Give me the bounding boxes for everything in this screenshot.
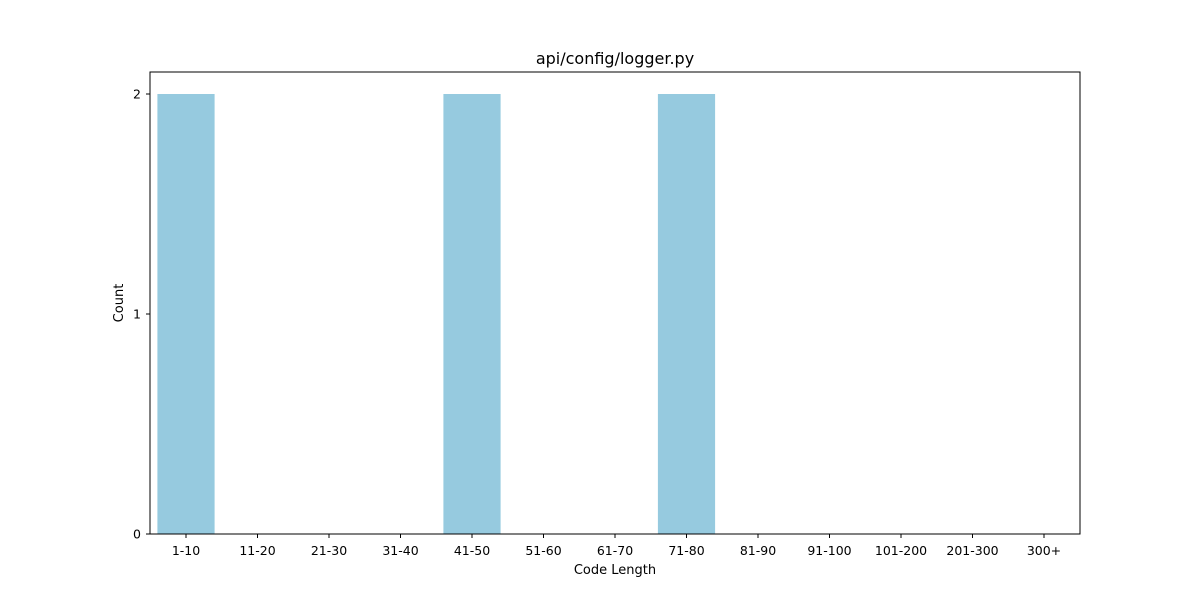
x-tick-label: 81-90 xyxy=(740,543,776,558)
x-tick-label: 11-20 xyxy=(239,543,275,558)
x-tick-label: 101-200 xyxy=(875,543,927,558)
y-tick-label: 0 xyxy=(133,527,141,542)
x-axis-ticks: 1-10 11-20 21-30 31-40 41-50 51-60 61-70 71-80 8… xyxy=(172,534,1061,558)
bar-71-80 xyxy=(657,94,716,534)
x-tick-label: 41-50 xyxy=(454,543,490,558)
bar-1-10 xyxy=(157,94,215,534)
x-tick-label: 1-10 xyxy=(172,543,200,558)
x-tick-label: 91-100 xyxy=(807,543,851,558)
y-tick-label: 2 xyxy=(133,87,141,102)
bars-layer xyxy=(157,94,716,534)
x-tick-label: 51-60 xyxy=(525,543,561,558)
x-tick-label: 71-80 xyxy=(668,543,704,558)
x-tick-label: 201-300 xyxy=(946,543,998,558)
x-tick-label: 21-30 xyxy=(311,543,347,558)
x-tick-label: 300+ xyxy=(1027,543,1061,558)
plot-frame xyxy=(149,71,1081,535)
y-tick-label: 1 xyxy=(133,307,141,322)
chart-title: api/config/logger.py xyxy=(536,49,694,68)
bar-41-50 xyxy=(443,94,501,534)
x-tick-label: 61-70 xyxy=(597,543,633,558)
x-axis-label: Code Length xyxy=(574,563,656,578)
y-axis-ticks: 0 1 2 xyxy=(133,87,150,542)
x-tick-label: 31-40 xyxy=(382,543,418,558)
y-axis-label: Count xyxy=(112,284,127,323)
